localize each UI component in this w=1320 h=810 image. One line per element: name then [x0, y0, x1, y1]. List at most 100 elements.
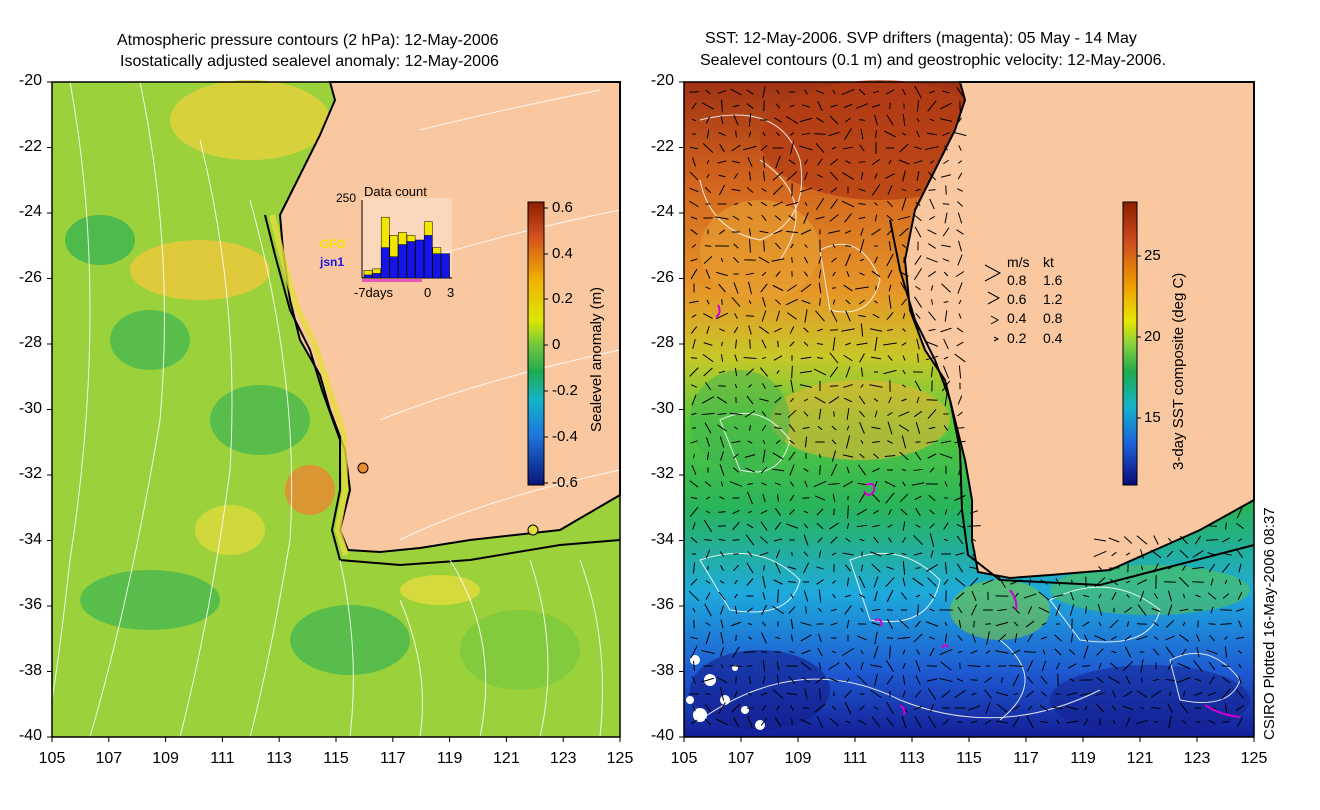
velocity-arrow — [804, 171, 808, 181]
lon-tick-label: 125 — [606, 750, 634, 767]
velocity-arrow — [1065, 705, 1079, 711]
velocity-arrow — [731, 297, 741, 307]
velocity-arrow — [749, 239, 751, 253]
right-title-line2: Sealevel contours (0.1 m) and geostrophi… — [700, 52, 1167, 69]
velocity-arrow — [763, 240, 765, 252]
velocity-arrow — [957, 282, 963, 294]
velocity-arrow — [914, 451, 922, 461]
velocity-arrow — [759, 367, 769, 377]
velocity-arrow — [887, 269, 893, 279]
velocity-arrow — [743, 651, 757, 653]
inset-bar-jsn1 — [389, 256, 399, 279]
velocity-arrow — [889, 102, 891, 110]
velocity-arrow — [845, 310, 851, 322]
velocity-arrow — [1136, 690, 1148, 698]
velocity-arrow — [1025, 690, 1035, 698]
velocity-arrow — [734, 593, 738, 599]
velocity-arrow — [944, 481, 948, 487]
velocity-arrow — [1209, 634, 1215, 642]
velocity-arrow — [828, 131, 840, 137]
velocity-arrow — [803, 551, 809, 557]
velocity-arrow — [956, 229, 964, 235]
velocity-arrow — [734, 367, 738, 377]
velocity-arrow — [886, 701, 894, 715]
velocity-arrow — [758, 326, 770, 334]
velocity-arrow — [705, 269, 711, 279]
velocity-arrow — [1068, 649, 1076, 655]
velocity-arrow — [690, 229, 698, 235]
velocity-arrow — [788, 451, 796, 461]
velocity-arrow — [925, 355, 939, 361]
velocity-arrow — [706, 159, 710, 165]
velocity-arrow — [841, 647, 855, 657]
velocity-arrow — [844, 701, 852, 715]
velocity-arrow — [691, 464, 697, 476]
velocity-arrow — [775, 562, 781, 574]
velocity-arrow — [817, 101, 823, 111]
svp-drifter-tracks — [715, 304, 1241, 718]
velocity-arrow — [958, 160, 962, 164]
velocity-arrow — [818, 282, 822, 294]
velocity-arrow — [762, 493, 766, 503]
velocity-arrow — [1151, 608, 1161, 612]
velocity-arrow — [689, 187, 699, 193]
velocity-arrow — [859, 239, 865, 253]
velocity-arrow — [1014, 633, 1018, 643]
velocity-arrow — [693, 619, 695, 629]
velocity-arrow — [789, 509, 795, 515]
velocity-arrow — [843, 397, 853, 403]
velocity-arrow — [1111, 705, 1117, 711]
velocity-arrow — [955, 271, 965, 277]
velocity-arrow — [818, 408, 822, 420]
velocity-arrow — [762, 170, 766, 182]
velocity-arrow — [901, 132, 907, 136]
velocity-arrow — [790, 397, 794, 403]
velocity-arrow — [1098, 593, 1102, 599]
sla-colorbar-ticks — [544, 207, 548, 484]
velocity-arrow — [761, 214, 767, 222]
velocity-arrow — [915, 202, 921, 206]
velocity-arrow — [775, 636, 781, 640]
velocity-arrow — [927, 715, 937, 729]
station-marker — [357, 462, 369, 474]
velocity-arrow — [703, 342, 713, 346]
velocity-arrow — [902, 521, 906, 531]
velocity-arrow — [955, 552, 965, 556]
velocity-arrow — [773, 579, 783, 585]
velocity-arrow — [774, 413, 782, 415]
velocity-arrow — [1097, 566, 1103, 570]
velocity-arrow — [873, 398, 879, 402]
velocity-arrow — [860, 228, 864, 236]
velocity-arrow — [1041, 660, 1047, 672]
velocity-arrow — [1153, 563, 1159, 573]
velocity-arrow — [1054, 634, 1062, 642]
velocity-arrow — [747, 715, 753, 729]
velocity-arrow — [816, 566, 824, 570]
velocity-arrow — [841, 200, 855, 208]
lon-tick-label: 115 — [956, 750, 982, 767]
velocity-arrow — [944, 212, 948, 224]
velocity-arrow — [927, 100, 937, 112]
velocity-arrow — [1066, 692, 1078, 696]
velocity-arrow — [872, 441, 880, 443]
lon-tick-label: 119 — [436, 750, 463, 767]
velocity-arrow — [772, 201, 784, 207]
plotted-stamp: CSIRO Plotted 16-May-2006 08:37 — [1261, 507, 1278, 740]
velocity-arrow — [842, 552, 854, 556]
velocity-arrow — [814, 396, 826, 404]
velocity-arrow — [744, 410, 756, 418]
velocity-arrow — [929, 593, 935, 599]
left-title-line2: Isostatically adjusted sealevel anomaly:… — [120, 53, 499, 70]
velocity-arrow — [803, 510, 809, 514]
velocity-arrow — [858, 161, 866, 163]
velocity-arrow — [1150, 549, 1162, 559]
velocity-arrow — [799, 384, 813, 388]
velocity-arrow — [732, 539, 740, 541]
velocity-arrow — [944, 621, 948, 627]
velocity-arrow — [996, 703, 1008, 713]
velocity-arrow — [705, 592, 711, 600]
velocity-arrow — [733, 114, 739, 126]
velocity-arrow — [758, 256, 770, 264]
velocity-arrow — [845, 537, 851, 543]
velocity-arrow — [1207, 592, 1217, 600]
